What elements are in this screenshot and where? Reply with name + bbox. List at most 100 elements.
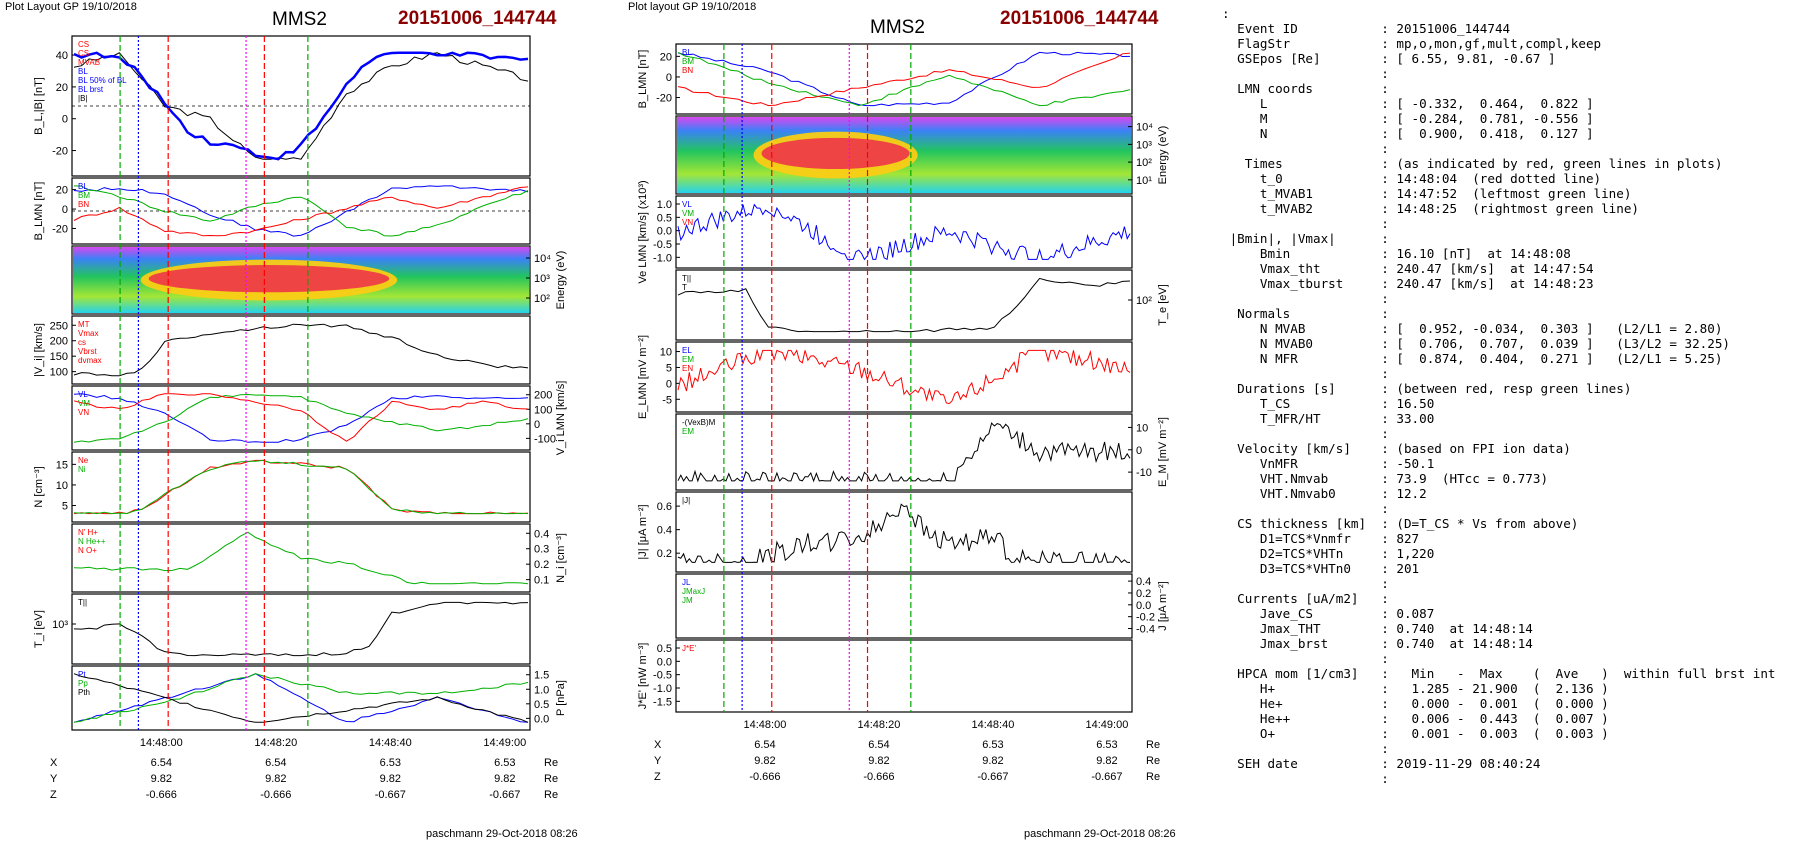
legend-entry: N He++ (78, 537, 106, 546)
left-panel-8: 10³ T_i [eV] T|| (33, 593, 531, 665)
y-tick-label: -20 (656, 93, 672, 105)
left-footer: paschmann 29-Oct-2018 08:26 (426, 828, 578, 840)
summary-line: : (1222, 66, 1389, 81)
left-panel-7: 0.4 0.3 0.2 0.1 N_i [cm⁻³] N' H+N He++N O+ (71, 523, 567, 593)
panel-frame (71, 315, 531, 385)
summary-line: D1=TCS*Vnmfr : 827 (1222, 531, 1420, 546)
mid-panel-7: 0.6 0.4 0.2 |J| [μA m⁻²] |J| (637, 491, 1133, 573)
y-tick-label: 0.5 (657, 643, 672, 655)
legend-entry: BL 50% of BL (78, 76, 127, 85)
summary-line: Vmax_tht : 240.47 [km/s] at 14:47:54 (1222, 261, 1594, 276)
y-tick-label: -1.0 (653, 252, 672, 264)
y-tick-label: 10⁴ (534, 253, 551, 265)
position-row-label: Z (50, 789, 57, 800)
legend-entry: JL (682, 578, 691, 587)
y-tick-label: 20 (56, 82, 68, 94)
y-tick-label: -100 (534, 433, 556, 445)
summary-line: N MVAB : [ 0.952, -0.034, 0.303 ] (L2/L1… (1222, 321, 1723, 336)
position-row-label: X (50, 757, 58, 769)
summary-line: : (1222, 426, 1389, 441)
position-value: -0.666 (863, 771, 894, 783)
position-unit: Re (1146, 771, 1160, 783)
y-tick-label: 0 (666, 378, 672, 390)
y-tick-label: 10³ (1136, 139, 1152, 151)
legend-entry: -(VexB)M (682, 418, 716, 427)
series-line-T (677, 277, 1131, 333)
summary-line: Jmax_THT : 0.740 at 14:48:14 (1222, 621, 1533, 636)
y-tick-label: 20 (56, 185, 68, 197)
left-panel-4: 250 200 150 100 |V_i| [km/s] MTVmaxcsVbrstdvm… (33, 315, 531, 385)
legend-entry: Pp (78, 679, 88, 688)
position-value: -0.666 (260, 789, 291, 800)
y-tick-label: 1.5 (534, 670, 549, 682)
legend-entry: VL (78, 390, 88, 399)
legend-entry: dvmax (78, 356, 102, 365)
summary-line: : (1222, 6, 1230, 21)
y-tick-label: 5 (62, 501, 68, 513)
series-line-T (73, 601, 529, 657)
y-tick-label: -0.5 (653, 670, 672, 682)
position-value: 6.53 (380, 757, 401, 769)
summary-line: VnMFR : -50.1 (1222, 456, 1435, 471)
series-line-VM (73, 393, 529, 443)
y-tick-label: 0.0 (534, 713, 549, 725)
position-value: 6.54 (868, 739, 889, 751)
summary-line: N MVAB0 : [ 0.706, 0.707, 0.039 ] (L3/L2… (1222, 336, 1730, 351)
summary-line: Jmax_brst : 0.740 at 14:48:14 (1222, 636, 1533, 651)
summary-line: N : [ 0.900, 0.418, 0.127 ] (1222, 126, 1594, 141)
y-axis-label: |J| [μA m⁻²] (637, 504, 649, 559)
legend-entry: JM (682, 596, 693, 605)
y-axis-label: P [nPa] (555, 680, 567, 716)
position-unit: Re (1146, 739, 1160, 751)
y-tick-label: 10³ (52, 619, 68, 631)
left-event-id: 20151006_144744 (398, 8, 557, 29)
y-tick-label: 10³ (534, 273, 550, 285)
y-tick-label: 0 (534, 419, 540, 431)
legend-entry: T (682, 283, 687, 292)
mid-panel-9: 0.50.0 -0.5-1.0-1.5 J*E' [nW m⁻³] J*E' (637, 639, 1133, 713)
y-tick-label: 0.5 (534, 699, 549, 711)
left-panel-3: 10⁴ 10³ 10² Energy (eV) (71, 245, 567, 315)
legend-entry: Vmax (78, 329, 98, 338)
y-tick-label: 0.0 (657, 226, 672, 238)
left-plot-caption: Plot Layout GP 19/10/2018 (5, 1, 137, 13)
y-tick-label: 10² (1136, 157, 1152, 169)
summary-line: T_MFR/HT : 33.00 (1222, 411, 1435, 426)
position-value: 9.82 (151, 773, 172, 785)
summary-line: : (1222, 216, 1389, 231)
legend-entry: BM (682, 57, 694, 66)
y-tick-label: 1.0 (657, 199, 672, 211)
legend-entry: BN (682, 66, 693, 75)
position-value: 6.53 (982, 739, 1003, 751)
y-tick-label: 1.0 (534, 684, 549, 696)
legend-entry: VM (682, 209, 694, 218)
legend-entry: T|| (682, 274, 691, 283)
y-tick-label: -1.0 (653, 683, 672, 695)
position-unit: Re (544, 789, 558, 800)
series-line-Pt (73, 673, 529, 723)
series-line-B (73, 52, 529, 160)
y-axis-label: T_e [eV] (1157, 284, 1169, 326)
summary-line: VHT.Nmvab : 73.9 (HTcc = 0.773) (1222, 471, 1549, 486)
y-tick-label: 0.4 (1136, 576, 1151, 588)
y-tick-label: 40 (56, 50, 68, 62)
legend-entry: MT (78, 320, 90, 329)
position-value: 9.82 (265, 773, 286, 785)
y-tick-label: -20 (52, 146, 68, 158)
legend-entry: VM (78, 399, 90, 408)
summary-line: T_CS : 16.50 (1222, 396, 1435, 411)
legend-entry: BL (78, 67, 88, 76)
panel-frame (71, 523, 531, 593)
y-tick-label: 20 (660, 51, 672, 63)
y-axis-label: T_i [eV] (33, 610, 45, 648)
panel-frame (71, 451, 531, 523)
legend-entry: EM (682, 355, 694, 364)
position-value: -0.666 (146, 789, 177, 800)
panel-frame (71, 593, 531, 665)
y-axis-label: Energy (eV) (1157, 126, 1169, 185)
y-axis-label: E_M [mV m⁻²] (1157, 417, 1169, 487)
y-axis-label: J [μA m⁻²] (1157, 581, 1169, 630)
